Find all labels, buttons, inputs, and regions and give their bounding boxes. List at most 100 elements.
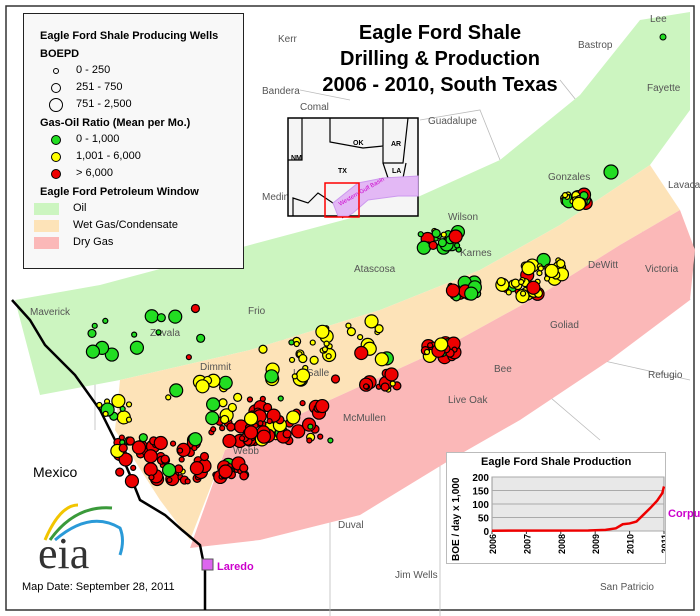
well-marker bbox=[138, 433, 148, 443]
chart-svg: 0 50 100 150 200 2006 2007 2008 2009 2010 2011 BOE … bbox=[451, 473, 665, 561]
legend-gor-mid: 1,001 - 6,000 bbox=[51, 148, 243, 165]
well-marker bbox=[219, 425, 226, 432]
well-marker bbox=[354, 345, 369, 361]
county-label: Kerr bbox=[278, 34, 298, 45]
well-marker bbox=[571, 196, 586, 211]
well-marker bbox=[277, 395, 284, 402]
well-marker bbox=[226, 422, 236, 432]
well-marker bbox=[256, 429, 272, 444]
well-marker bbox=[156, 313, 166, 323]
well-marker bbox=[199, 451, 210, 462]
legend-dry-gas: Dry Gas bbox=[34, 234, 243, 251]
map-title: Eagle Ford Shale Drilling & Production 2… bbox=[290, 20, 590, 98]
well-marker bbox=[362, 383, 370, 390]
county-label: Maverick bbox=[30, 307, 71, 318]
well-marker bbox=[257, 420, 264, 427]
well-marker bbox=[264, 369, 279, 384]
well-marker bbox=[510, 278, 521, 288]
well-marker bbox=[176, 447, 184, 454]
well-marker bbox=[298, 353, 308, 364]
well-marker bbox=[299, 400, 306, 407]
well-marker bbox=[246, 396, 254, 403]
well-marker bbox=[124, 473, 140, 489]
county-label: Gonzales bbox=[548, 172, 590, 183]
legend-oil: Oil bbox=[34, 200, 243, 217]
well-marker bbox=[315, 398, 330, 414]
well-marker bbox=[243, 411, 259, 426]
well-marker bbox=[561, 192, 569, 199]
county-label: Guadalupe bbox=[428, 116, 477, 127]
well-marker bbox=[325, 353, 332, 360]
county-label: Duval bbox=[338, 520, 364, 531]
x-tick-label: 2007 bbox=[522, 534, 532, 554]
well-marker bbox=[345, 322, 352, 329]
inset-state-label: LA bbox=[392, 168, 401, 175]
well-marker bbox=[288, 339, 295, 346]
y-tick-label: 150 bbox=[472, 487, 489, 498]
county-label: Dimmit bbox=[200, 362, 231, 373]
well-marker bbox=[243, 425, 259, 440]
legend-heading: Eagle Ford Shale Producing Wells bbox=[40, 30, 219, 42]
well-marker bbox=[295, 368, 311, 383]
laredo-marker bbox=[201, 558, 214, 571]
well-marker bbox=[218, 375, 233, 390]
county-label: Victoria bbox=[645, 264, 679, 275]
well-marker bbox=[417, 231, 424, 238]
well-marker bbox=[168, 309, 183, 324]
wells bbox=[85, 33, 667, 489]
well-marker bbox=[189, 461, 205, 476]
well-marker bbox=[118, 452, 133, 467]
inset-state-label: OK bbox=[353, 140, 364, 147]
title-line-1: Eagle Ford Shale bbox=[358, 22, 522, 44]
gor-heading: Gas-Oil Ratio (Mean per Mo.) bbox=[40, 117, 191, 129]
well-marker bbox=[220, 414, 230, 425]
well-marker bbox=[315, 324, 330, 339]
well-marker bbox=[188, 432, 203, 447]
well-marker bbox=[453, 242, 461, 249]
well-marker bbox=[129, 340, 145, 355]
well-marker bbox=[210, 426, 217, 433]
well-marker bbox=[130, 464, 137, 471]
well-marker bbox=[364, 314, 379, 329]
well-marker bbox=[659, 33, 667, 41]
well-marker bbox=[196, 333, 206, 343]
well-marker bbox=[239, 463, 249, 473]
well-marker bbox=[185, 354, 192, 361]
chart-title: Eagle Ford Shale Production bbox=[481, 456, 632, 468]
y-tick-label: 50 bbox=[478, 514, 490, 525]
map-frame bbox=[5, 5, 695, 611]
well-marker bbox=[184, 478, 191, 485]
county-label: Comal bbox=[300, 102, 329, 113]
mexico-label: Mexico bbox=[33, 464, 78, 480]
legend-size-large: 751 - 2,500 bbox=[49, 96, 243, 113]
well-marker bbox=[233, 392, 243, 402]
well-marker bbox=[380, 382, 390, 392]
county-labels: Lee Bastrop Kerr Comal Fayette Bandera Guadalu… bbox=[30, 14, 700, 593]
county-label: Frio bbox=[248, 306, 266, 317]
laredo-label: Laredo bbox=[217, 561, 254, 573]
well-marker bbox=[191, 444, 198, 452]
well-marker bbox=[222, 433, 237, 449]
production-chart: Eagle Ford Shale Production 0 50 100 150 200… bbox=[446, 452, 666, 564]
well-marker bbox=[143, 449, 158, 464]
legend: Eagle Ford Shale Producing Wells BOEPD 0… bbox=[23, 13, 244, 269]
legend-size-small: 0 - 250 bbox=[53, 62, 243, 79]
well-marker bbox=[327, 437, 334, 444]
title-line-3: 2006 - 2010, South Texas bbox=[322, 74, 558, 96]
well-marker bbox=[166, 476, 173, 484]
map-date: Map Date: September 28, 2011 bbox=[22, 581, 175, 593]
well-marker bbox=[169, 383, 184, 398]
window-heading: Eagle Ford Petroleum Window bbox=[40, 186, 199, 198]
well-marker bbox=[148, 474, 155, 481]
well-marker bbox=[291, 424, 306, 439]
well-marker bbox=[323, 340, 330, 347]
well-marker bbox=[321, 346, 329, 353]
well-marker bbox=[153, 435, 168, 451]
well-marker bbox=[125, 416, 133, 423]
well-marker bbox=[96, 401, 103, 409]
well-marker bbox=[160, 454, 170, 464]
y-tick-label: 200 bbox=[472, 473, 489, 484]
dry-gas-window bbox=[190, 210, 695, 548]
